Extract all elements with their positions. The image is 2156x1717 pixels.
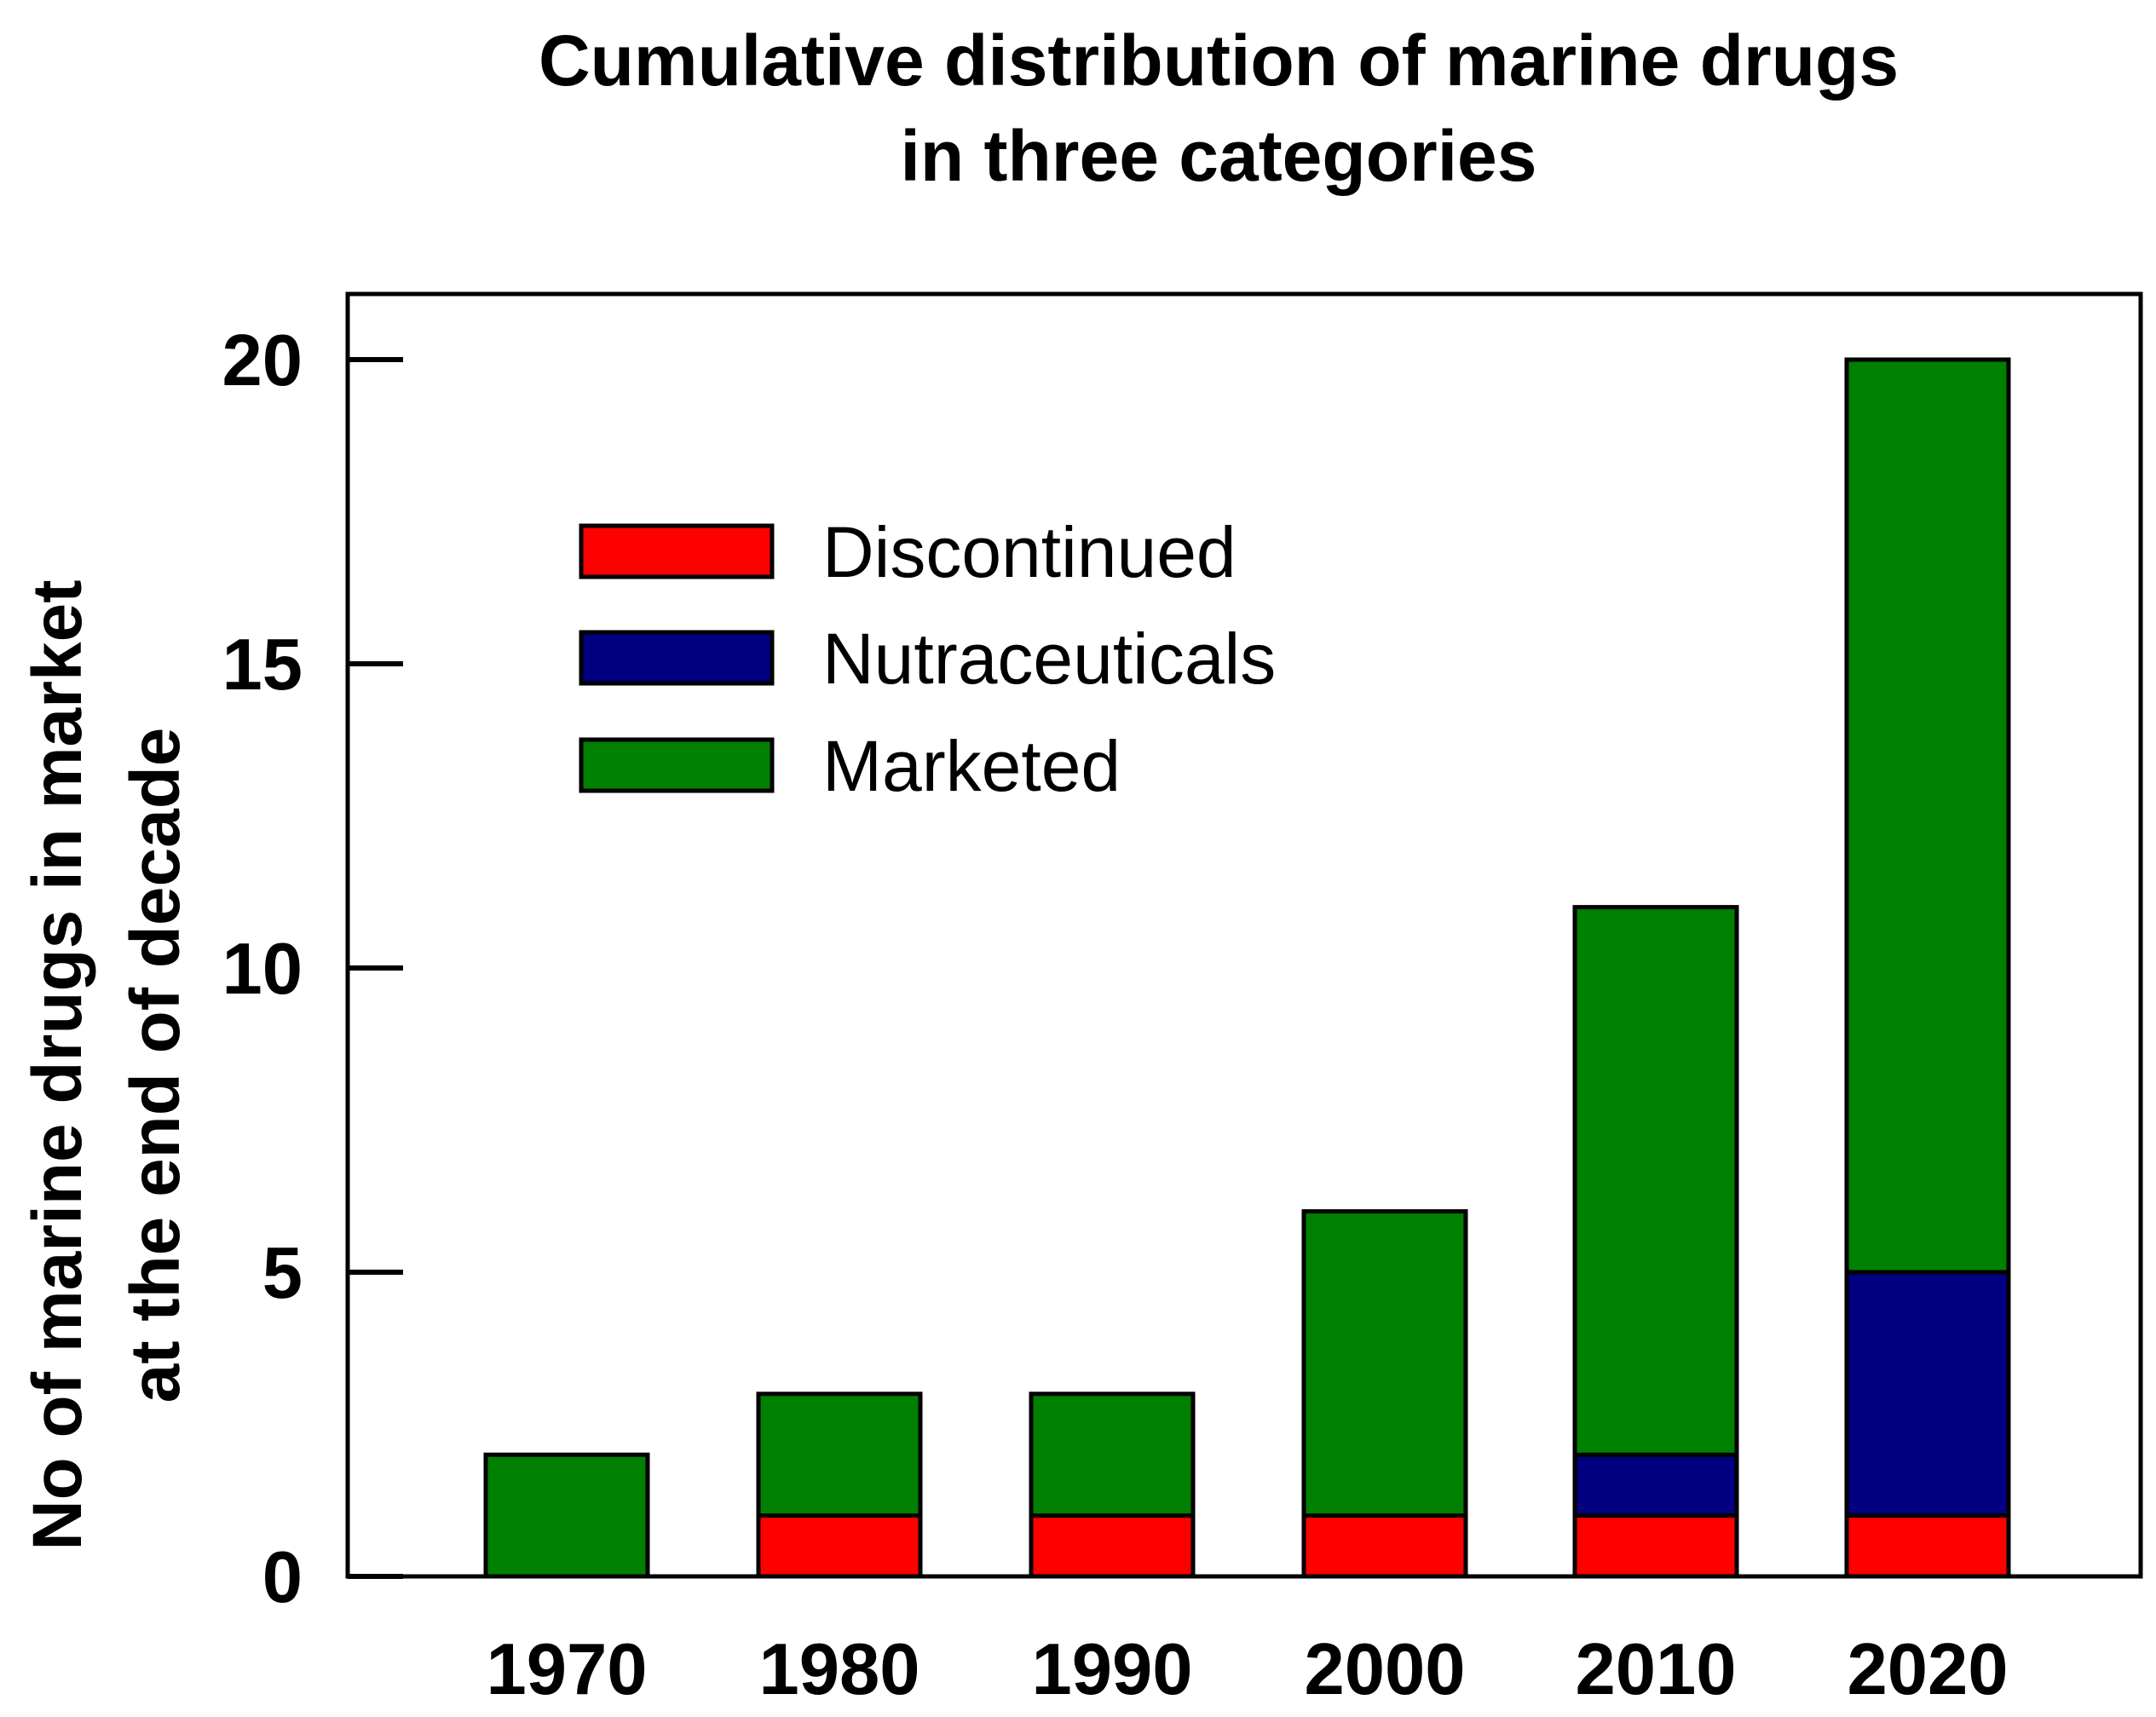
y-axis: 0 5 10 15 20 [222, 320, 403, 1618]
chart-title-line-2: in three categories [901, 116, 1537, 196]
y-tick-label: 15 [222, 625, 303, 706]
x-tick-label: 2010 [1575, 1629, 1736, 1710]
bar-segment-discontinued-1980 [756, 1513, 923, 1579]
x-tick-label: 1990 [1031, 1629, 1192, 1710]
chart-title-line-1: Cumulative distribution of marine drugs [539, 20, 1899, 101]
y-axis-label-line-1: No of marine drugs in market [19, 579, 96, 1550]
x-tick-label: 1980 [758, 1629, 919, 1710]
y-tick-label: 20 [222, 320, 303, 401]
bar-segment-marketed-1980 [756, 1391, 923, 1518]
bar-segment-nutraceuticals-2010 [1572, 1452, 1739, 1518]
bar-segment-discontinued-2000 [1301, 1513, 1468, 1579]
x-axis: 1970 1980 1990 2000 2010 2020 [486, 1629, 2008, 1710]
legend-label-marketed: Marketed [822, 726, 1121, 806]
y-tick-label: 0 [262, 1537, 303, 1618]
y-axis-label-group-2: at the end of decade [117, 728, 194, 1403]
legend-swatch-marketed [579, 737, 775, 793]
bar-segment-marketed-1990 [1029, 1391, 1196, 1518]
y-tick-label: 10 [222, 929, 303, 1010]
bar-segment-nutraceuticals-2020 [1844, 1270, 2011, 1518]
bar-segment-discontinued-2020 [1844, 1513, 2011, 1579]
x-tick-label: 1970 [486, 1629, 647, 1710]
bar-segment-marketed-2000 [1301, 1209, 1468, 1518]
legend-label-nutraceuticals: Nutraceuticals [822, 619, 1276, 699]
x-tick-label: 2020 [1847, 1629, 2008, 1710]
legend: Discontinued Nutraceuticals Marketed [579, 512, 1276, 806]
legend-swatch-discontinued [579, 523, 775, 579]
x-tick-label: 2000 [1304, 1629, 1465, 1710]
legend-label-discontinued: Discontinued [822, 512, 1237, 592]
bar-segment-discontinued-2010 [1572, 1513, 1739, 1579]
bars [483, 357, 2011, 1579]
legend-swatch-nutraceuticals [579, 630, 775, 686]
bar-segment-marketed-2010 [1572, 905, 1739, 1457]
y-axis-label-line-2: at the end of decade [117, 728, 194, 1403]
plot-frame [345, 291, 2143, 1579]
bar-segment-marketed-1970 [483, 1452, 650, 1579]
y-axis-label-group: No of marine drugs in market [19, 579, 96, 1550]
bar-segment-discontinued-1990 [1029, 1513, 1196, 1579]
y-tick-label: 5 [262, 1233, 303, 1314]
bar-segment-marketed-2020 [1844, 357, 2011, 1275]
